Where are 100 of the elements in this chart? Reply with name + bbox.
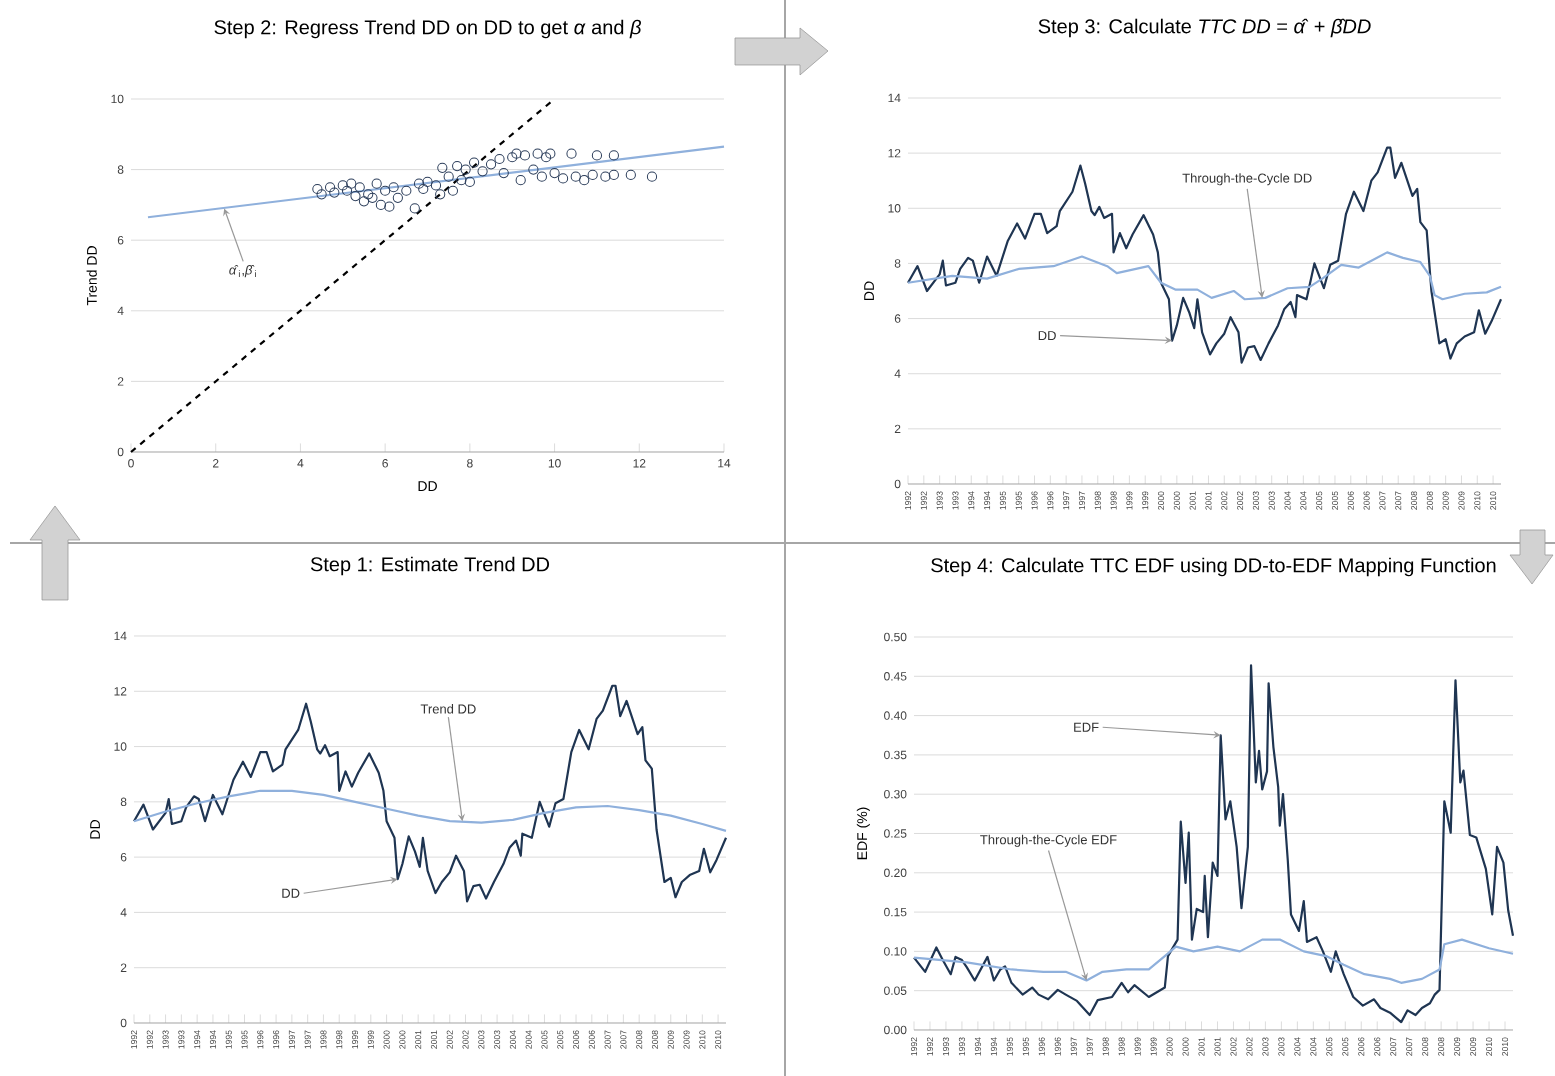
point xyxy=(570,171,581,182)
y-tick-label: 6 xyxy=(117,235,124,245)
point xyxy=(363,189,374,200)
point xyxy=(350,190,361,202)
point xyxy=(549,168,560,179)
point xyxy=(346,178,357,189)
annotation: EDF xyxy=(1074,722,1099,732)
x-tick-label: 2000 xyxy=(383,1030,390,1049)
x-tick-label: 1995 xyxy=(1015,491,1022,510)
x-tick-label: 1998 xyxy=(1102,1037,1109,1056)
x-tick-label: 1998 xyxy=(336,1030,343,1049)
x-tick-label: 2003 xyxy=(1262,1037,1269,1056)
point xyxy=(409,203,420,214)
x-tick-label: 2008 xyxy=(1411,491,1418,510)
x-tick-label: 0 xyxy=(128,459,134,468)
y-tick-label: 10 xyxy=(114,742,127,751)
y-tick-label: 14 xyxy=(888,93,901,103)
x-tick-label: 2000 xyxy=(1166,1037,1173,1056)
point xyxy=(437,162,448,173)
annotation: Through-the-Cycle DD xyxy=(1182,173,1312,186)
point xyxy=(511,148,522,159)
x-tick-label: 1996 xyxy=(1038,1037,1045,1056)
point xyxy=(477,166,488,177)
x-tick-label: 2010 xyxy=(1474,491,1481,510)
point xyxy=(452,160,463,172)
point xyxy=(579,175,590,186)
x-tick-label: 2002 xyxy=(462,1030,469,1049)
x-tick-label: 2006 xyxy=(1363,491,1370,510)
point xyxy=(566,148,577,159)
point xyxy=(341,185,353,196)
point xyxy=(354,182,365,193)
point xyxy=(401,185,412,196)
point xyxy=(545,148,556,159)
x-tick-label: 2007 xyxy=(1379,491,1386,510)
point xyxy=(528,164,539,175)
x-tick-label: 2002 xyxy=(1230,1037,1237,1056)
annotation: Trend DD xyxy=(420,704,476,714)
x-tick-label: 1995 xyxy=(1006,1037,1013,1056)
point xyxy=(485,159,497,170)
chart-title: Step 4: Calculate TTC EDF using DD-to-EDF Mapping Function xyxy=(931,557,1496,577)
point xyxy=(460,164,471,175)
x-tick-label: 2001 xyxy=(415,1030,422,1049)
y-tick-label: 0.05 xyxy=(884,986,907,995)
x-tick-label: 1992 xyxy=(920,491,927,510)
x-tick-label: 2008 xyxy=(1438,1037,1445,1056)
x-tick-label: 2005 xyxy=(1342,1037,1349,1056)
y-tick-label: 8 xyxy=(117,165,124,174)
y-tick-label: 2 xyxy=(120,963,127,972)
x-tick-label: 2000 xyxy=(399,1030,406,1049)
x-tick-label: 1993 xyxy=(162,1030,169,1049)
y-tick-label: 0.10 xyxy=(884,947,907,956)
x-tick-label: 2009 xyxy=(1458,491,1465,510)
point xyxy=(541,152,552,163)
annotation: DD xyxy=(1038,331,1056,341)
x-tick-label: 2005 xyxy=(557,1030,564,1049)
line-series xyxy=(906,251,1503,301)
chart-title: Step 2: Regress Trend DD on DD to get α and β xyxy=(214,19,641,39)
y-tick-label: 2 xyxy=(894,424,901,434)
x-tick-label: 2001 xyxy=(430,1030,438,1049)
point xyxy=(608,150,619,161)
x-tick-label: 2009 xyxy=(1454,1037,1461,1056)
x-tick-label: 1993 xyxy=(958,1037,965,1056)
x-tick-label: 1994 xyxy=(968,491,975,510)
point xyxy=(646,171,658,182)
x-tick-label: 2007 xyxy=(1406,1037,1413,1056)
y-axis-title: DD xyxy=(864,281,874,300)
x-tick-label: 2006 xyxy=(1374,1037,1381,1056)
x-tick-label: 2000 xyxy=(1182,1037,1189,1056)
x-tick-label: 2003 xyxy=(1268,491,1275,510)
point xyxy=(494,153,505,165)
x-tick-label: 1999 xyxy=(1142,491,1149,510)
x-tick-label: 1998 xyxy=(320,1030,327,1049)
x-tick-label: 2007 xyxy=(620,1030,627,1049)
point xyxy=(447,185,459,196)
point xyxy=(625,169,636,180)
x-tick-label: 2003 xyxy=(494,1030,501,1049)
point xyxy=(392,192,403,203)
point xyxy=(388,182,399,193)
point xyxy=(443,171,454,182)
x-tick-label: 2005 xyxy=(1326,1037,1333,1056)
y-tick-label: 12 xyxy=(888,148,901,158)
x-tick-label: 2002 xyxy=(1246,1037,1253,1056)
x-tick-label: 1996 xyxy=(273,1030,280,1049)
y-tick-label: 8 xyxy=(120,797,127,807)
x-tick-label: 1996 xyxy=(257,1030,264,1049)
x-tick-label: 2002 xyxy=(446,1030,453,1049)
point xyxy=(337,180,348,191)
point xyxy=(600,171,611,182)
x-tick-label: 8 xyxy=(467,459,473,468)
x-tick-label: 2004 xyxy=(1294,1037,1301,1056)
x-tick-label: 2004 xyxy=(1310,1037,1317,1056)
x-tick-label: 1995 xyxy=(241,1030,248,1049)
point xyxy=(608,169,619,180)
y-tick-label: 14 xyxy=(114,631,127,641)
x-tick-label: 2003 xyxy=(1252,491,1259,510)
x-tick-label: 1999 xyxy=(351,1030,359,1049)
y-tick-label: 0.45 xyxy=(884,672,907,681)
line-series xyxy=(906,146,1503,364)
y-tick-label: 0.25 xyxy=(884,829,907,838)
x-tick-label: 1995 xyxy=(999,491,1006,510)
